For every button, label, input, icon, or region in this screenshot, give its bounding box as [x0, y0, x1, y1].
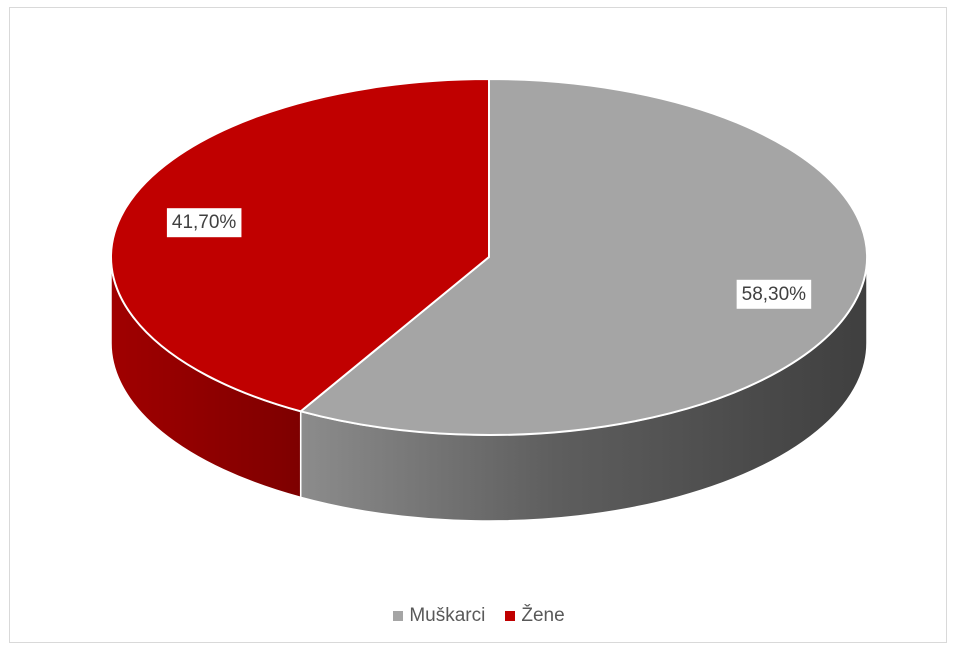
legend-swatch	[393, 611, 404, 621]
legend-item-zene[interactable]: Žene	[505, 605, 565, 627]
legend: Muškarci Žene	[0, 605, 958, 627]
legend-label: Žene	[521, 605, 565, 626]
data-labels: 58,30% 41,70%	[166, 208, 812, 309]
legend-item-muskarci[interactable]: Muškarci	[393, 605, 485, 627]
svg-text:58,30%: 58,30%	[742, 284, 807, 305]
data-label-zene: 41,70%	[166, 208, 242, 238]
data-label-muskarci: 58,30%	[736, 279, 812, 309]
legend-swatch	[505, 611, 516, 621]
slice-muskarci[interactable]	[299, 78, 868, 436]
slice-zene[interactable]	[110, 78, 490, 413]
legend-label: Muškarci	[409, 605, 486, 626]
pie-tops	[110, 78, 868, 436]
svg-text:41,70%: 41,70%	[172, 212, 237, 233]
